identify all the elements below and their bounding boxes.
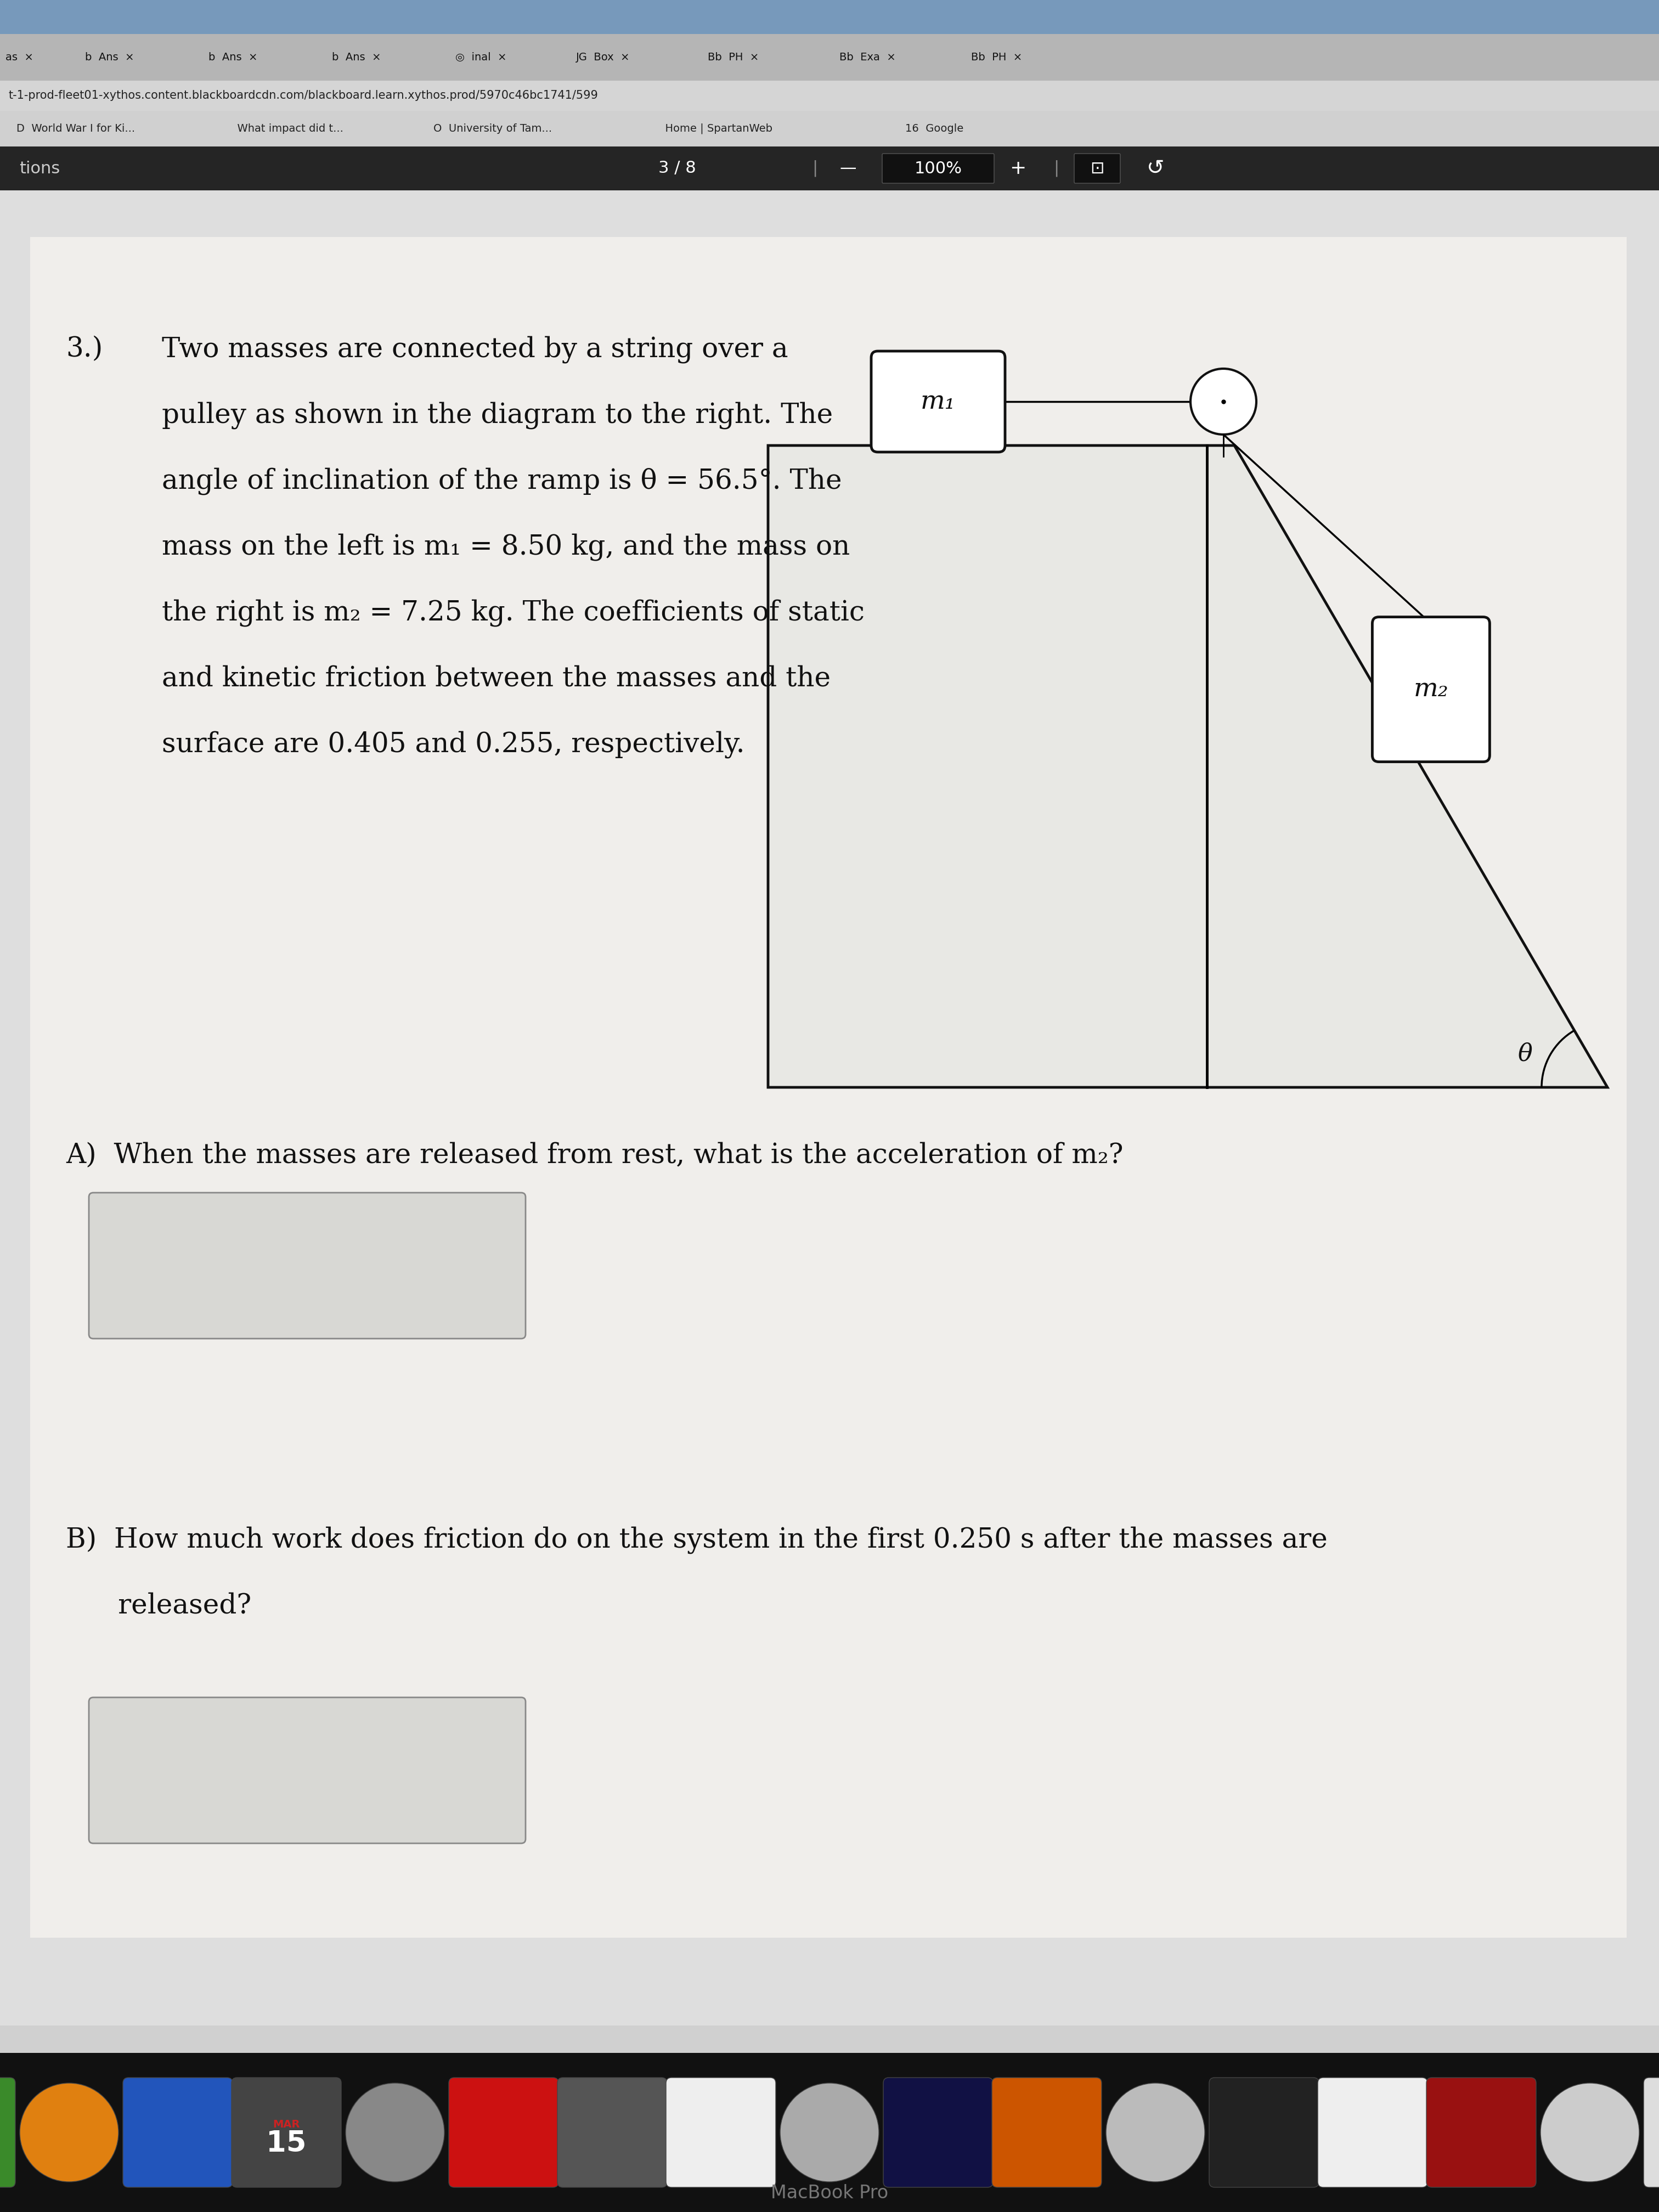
Bar (0, 146, 1659, 190)
Text: 15: 15 (265, 2130, 307, 2157)
Text: Bb  PH  ×: Bb PH × (708, 53, 758, 62)
Text: 3.): 3.) (66, 336, 103, 363)
FancyBboxPatch shape (1427, 2077, 1536, 2188)
Circle shape (1541, 2084, 1639, 2181)
Text: Two masses are connected by a string over a: Two masses are connected by a string ove… (163, 336, 788, 363)
FancyBboxPatch shape (90, 1192, 526, 1338)
Text: ⊡: ⊡ (1090, 161, 1105, 177)
Text: m₁: m₁ (921, 389, 956, 414)
FancyBboxPatch shape (450, 2077, 559, 2188)
FancyBboxPatch shape (883, 2077, 994, 2188)
Text: ◎  inal  ×: ◎ inal × (455, 53, 506, 62)
Text: B)  How much work does friction do on the system in the first 0.250 s after the : B) How much work does friction do on the… (66, 1526, 1327, 1553)
Circle shape (780, 2084, 879, 2181)
Text: θ: θ (1518, 1042, 1533, 1066)
Text: the right is m₂ = 7.25 kg. The coefficients of static: the right is m₂ = 7.25 kg. The coefficie… (163, 599, 864, 626)
Text: D  World War I for Ki...: D World War I for Ki... (17, 124, 134, 135)
FancyBboxPatch shape (1209, 2077, 1319, 2188)
Text: JG  Box  ×: JG Box × (576, 53, 630, 62)
Circle shape (345, 2084, 445, 2181)
Text: Home | SpartanWeb: Home | SpartanWeb (659, 124, 773, 135)
Text: Bb  PH  ×: Bb PH × (971, 53, 1022, 62)
Text: Bb  Exa  ×: Bb Exa × (839, 53, 896, 62)
Text: ↺: ↺ (1146, 157, 1165, 179)
Text: m₂: m₂ (1413, 677, 1448, 701)
FancyBboxPatch shape (883, 153, 994, 184)
Bar (0, 33, 1659, 80)
Text: tions: tions (20, 161, 60, 177)
FancyBboxPatch shape (123, 2077, 232, 2188)
Text: MacBook Pro: MacBook Pro (771, 2183, 888, 2203)
Bar (30, 237, 1626, 1938)
Text: O  University of Tam...: O University of Tam... (433, 124, 552, 135)
FancyBboxPatch shape (557, 2077, 667, 2188)
Text: b  Ans  ×: b Ans × (332, 53, 382, 62)
FancyBboxPatch shape (0, 2077, 15, 2188)
Text: b  Ans  ×: b Ans × (85, 53, 134, 62)
Text: —: — (839, 161, 856, 177)
Text: What impact did t...: What impact did t... (231, 124, 343, 135)
Text: 100%: 100% (914, 161, 962, 177)
Text: A)  When the masses are released from rest, what is the acceleration of m₂?: A) When the masses are released from res… (66, 1141, 1123, 1170)
Text: t-1-prod-fleet01-xythos.content.blackboardcdn.com/blackboard.learn.xythos.prod/5: t-1-prod-fleet01-xythos.content.blackboa… (8, 91, 597, 102)
FancyBboxPatch shape (871, 352, 1005, 451)
FancyBboxPatch shape (1317, 2077, 1427, 2188)
Text: 16  Google: 16 Google (906, 124, 964, 135)
FancyBboxPatch shape (1073, 153, 1120, 184)
Text: +: + (1009, 159, 1027, 177)
Bar (0, 2053, 1659, 2212)
Bar (0, 111, 1659, 146)
Bar (0, 0, 1659, 33)
Text: surface are 0.405 and 0.255, respectively.: surface are 0.405 and 0.255, respectivel… (163, 730, 745, 759)
Circle shape (1107, 2084, 1204, 2181)
FancyBboxPatch shape (1644, 2077, 1659, 2188)
Text: b  Ans  ×: b Ans × (209, 53, 257, 62)
FancyBboxPatch shape (665, 2077, 776, 2188)
Text: released?: released? (66, 1593, 251, 1619)
Text: angle of inclination of the ramp is θ = 56.5°. The: angle of inclination of the ramp is θ = … (163, 467, 841, 495)
Text: and kinetic friction between the masses and the: and kinetic friction between the masses … (163, 666, 831, 692)
Circle shape (1191, 369, 1256, 434)
Bar (0, 190, 1659, 2026)
FancyBboxPatch shape (90, 1697, 526, 1843)
Text: as  ×: as × (5, 53, 33, 62)
FancyBboxPatch shape (992, 2077, 1102, 2188)
Polygon shape (768, 445, 1608, 1088)
FancyBboxPatch shape (1372, 617, 1490, 761)
Text: 3 / 8: 3 / 8 (659, 161, 697, 177)
Text: pulley as shown in the diagram to the right. The: pulley as shown in the diagram to the ri… (163, 403, 833, 429)
Text: MAR: MAR (272, 2119, 300, 2130)
FancyBboxPatch shape (232, 2077, 342, 2188)
Text: |: | (811, 159, 818, 177)
Circle shape (20, 2084, 118, 2181)
Bar (0, 80, 1659, 111)
Text: |: | (1053, 159, 1058, 177)
Text: mass on the left is m₁ = 8.50 kg, and the mass on: mass on the left is m₁ = 8.50 kg, and th… (163, 533, 849, 560)
